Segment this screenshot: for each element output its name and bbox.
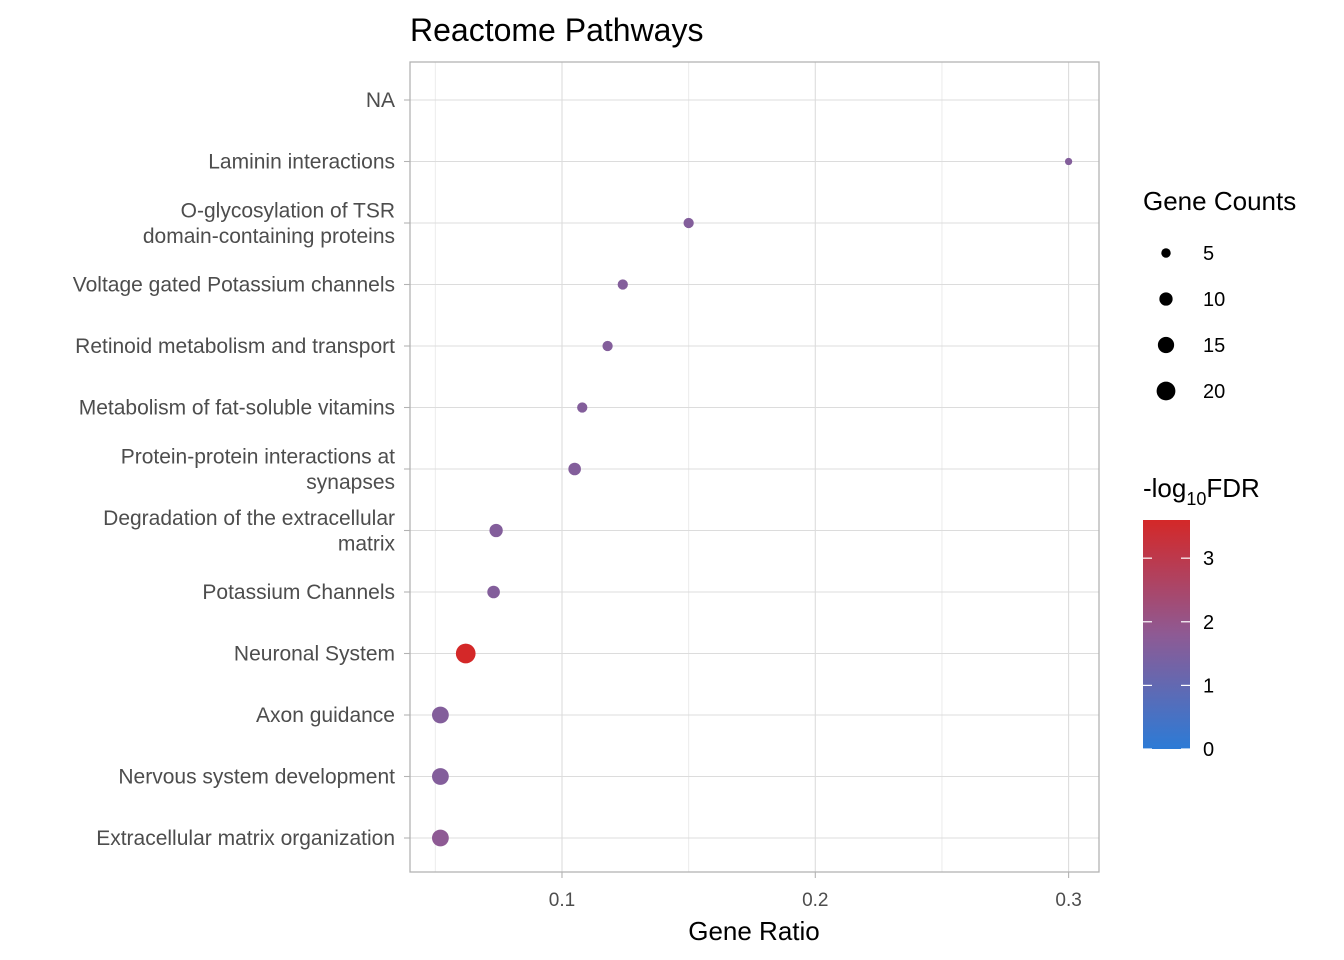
data-point bbox=[489, 523, 503, 538]
color-legend-label: 2 bbox=[1203, 612, 1214, 634]
color-legend-title-main: -log bbox=[1143, 473, 1186, 503]
size-legend-label: 10 bbox=[1203, 289, 1225, 311]
color-legend-label: 1 bbox=[1203, 675, 1214, 697]
y-tick-label: Axon guidance bbox=[256, 704, 395, 727]
data-point bbox=[1064, 157, 1073, 166]
y-tick-label: NA bbox=[366, 89, 395, 112]
y-tick-label: domain-containing proteins bbox=[143, 225, 395, 248]
data-point bbox=[487, 585, 500, 599]
y-tick-label: matrix bbox=[338, 532, 396, 555]
y-tick-label: O-glycosylation of TSR bbox=[181, 199, 395, 222]
color-legend: -log10FDR 0 1 2 3 bbox=[1143, 473, 1260, 761]
size-legend-key bbox=[1156, 381, 1176, 401]
color-bar bbox=[1143, 520, 1190, 749]
y-tick-label: Extracellular matrix organization bbox=[96, 827, 395, 850]
y-tick-label: Retinoid metabolism and transport bbox=[75, 335, 395, 358]
y-tick-label: Protein-protein interactions at bbox=[121, 445, 395, 468]
x-tick-label: 0.2 bbox=[802, 890, 828, 911]
color-legend-title-sub: 10 bbox=[1186, 489, 1206, 509]
data-point bbox=[602, 340, 613, 352]
data-point bbox=[431, 829, 449, 847]
y-tick-label: Neuronal System bbox=[234, 643, 395, 666]
y-tick-label: Potassium Channels bbox=[202, 581, 395, 604]
y-tick-label: Nervous system development bbox=[118, 766, 395, 789]
size-legend-title: Gene Counts bbox=[1143, 186, 1296, 216]
size-legend-key bbox=[1159, 292, 1173, 306]
data-point bbox=[431, 706, 449, 724]
data-point bbox=[577, 402, 588, 413]
y-tick-label: Metabolism of fat-soluble vitamins bbox=[79, 397, 395, 420]
x-tick-label: 0.1 bbox=[549, 890, 575, 911]
y-tick-label: Degradation of the extracellular bbox=[103, 507, 395, 530]
data-point bbox=[683, 217, 694, 229]
data-point bbox=[455, 643, 476, 664]
size-legend-key bbox=[1157, 336, 1175, 354]
y-tick-label: synapses bbox=[306, 471, 395, 494]
chart-title: Reactome Pathways bbox=[410, 12, 703, 48]
plot-panel: NA Laminin interactions O-glycosylation of… bbox=[73, 61, 1100, 911]
color-legend-title-tail: FDR bbox=[1206, 473, 1259, 503]
panel-border bbox=[409, 61, 1100, 873]
y-tick-label: Voltage gated Potassium channels bbox=[73, 274, 395, 297]
y-tick-label: Laminin interactions bbox=[208, 151, 395, 174]
data-point bbox=[617, 279, 628, 290]
color-legend-label: 3 bbox=[1203, 548, 1214, 570]
data-point bbox=[431, 768, 449, 785]
size-legend: Gene Counts 5 10 15 20 bbox=[1143, 186, 1296, 403]
color-legend-label: 0 bbox=[1203, 739, 1214, 761]
size-legend-label: 15 bbox=[1203, 335, 1225, 357]
color-legend-title: -log10FDR bbox=[1143, 473, 1260, 509]
data-point bbox=[568, 462, 581, 476]
size-legend-label: 20 bbox=[1203, 381, 1225, 403]
x-axis-title: Gene Ratio bbox=[688, 916, 820, 946]
size-legend-key bbox=[1161, 248, 1171, 258]
x-tick-label: 0.3 bbox=[1055, 890, 1081, 911]
size-legend-label: 5 bbox=[1203, 243, 1214, 265]
